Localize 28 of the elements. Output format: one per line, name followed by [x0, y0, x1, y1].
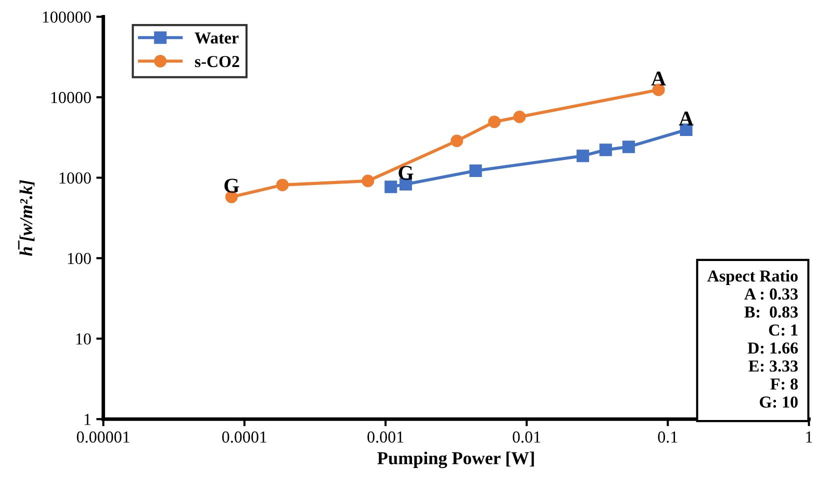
- annotation: G: 10: [760, 396, 798, 408]
- y-tick-label: 1: [84, 414, 91, 425]
- legend-label: Water: [194, 32, 239, 44]
- legend-label: s-CO2: [194, 56, 240, 68]
- annotation: B: 0.83: [744, 306, 798, 318]
- annotation: E: 3.33: [748, 360, 798, 372]
- y-tick-label: 1000: [60, 172, 91, 184]
- y-tick-label: 10: [76, 333, 91, 345]
- y-axis-title: h̅ [w/m².k]: [18, 180, 35, 256]
- x-tick-label: 0.00001: [76, 431, 130, 443]
- annotation: A: [651, 72, 666, 86]
- annotation: C: 1: [769, 324, 798, 336]
- y-tick-label: 10000: [51, 92, 91, 104]
- x-tick-label: 0.001: [367, 431, 404, 443]
- annotation: A: [678, 112, 694, 126]
- x-tick-label: 1: [806, 431, 812, 442]
- y-tick-label: 100000: [42, 11, 91, 23]
- annotation: G: [398, 166, 414, 180]
- x-tick-label: 0.0001: [222, 431, 266, 443]
- x-tick-label: 0.01: [512, 431, 540, 443]
- annotation: G: [224, 178, 240, 193]
- annotation: D: 1.66: [748, 342, 798, 354]
- x-tick-label: 0.1: [658, 431, 678, 443]
- annotation: Aspect Ratio: [707, 270, 798, 286]
- x-axis-title: Pumping Power [W]: [377, 452, 534, 468]
- annotation: F: 8: [770, 378, 798, 390]
- annotation: A : 0.33: [744, 288, 798, 300]
- y-tick-label: 100: [68, 252, 91, 264]
